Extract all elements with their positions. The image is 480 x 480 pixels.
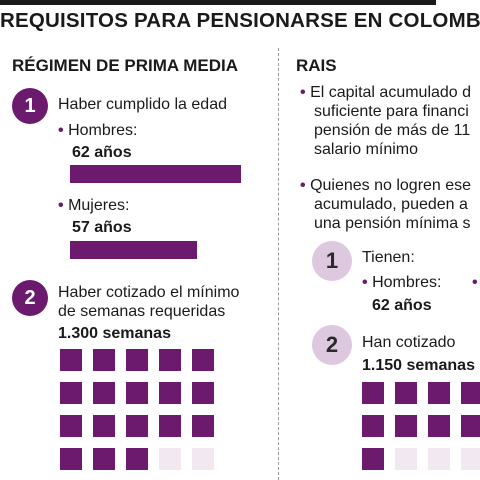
week-square (192, 448, 214, 470)
men-label: Hombres: (68, 122, 138, 139)
req1-text: Haber cumplido la edad (58, 96, 227, 113)
req2-text-line1: Haber cotizado el mínimo (58, 284, 240, 301)
week-square (428, 415, 450, 437)
top-rule (0, 0, 436, 5)
rais-men-label: Hombres: (372, 274, 442, 291)
bullet-icon: • (58, 122, 64, 139)
women-age-bar (70, 241, 197, 259)
rais-weeks-value: 1.150 semanas (362, 357, 475, 374)
week-square (362, 415, 384, 437)
week-square (60, 382, 82, 404)
week-square (93, 382, 115, 404)
week-square (395, 415, 417, 437)
right-heading: RAIS (296, 56, 337, 75)
rais-bullet-2-line3: una pensión mínima s (314, 215, 471, 232)
week-square (60, 415, 82, 437)
left-heading: RÉGIMEN DE PRIMA MEDIA (12, 56, 239, 75)
req2-text-line2: de semanas requeridas (58, 303, 226, 320)
week-square (159, 415, 181, 437)
rais-bullet-2-line2: acumulado, pueden a (314, 196, 468, 213)
men-age-bar (70, 165, 241, 183)
women-label: Mujeres: (68, 197, 130, 214)
rais-step-2-circle: 2 (312, 325, 352, 365)
rais-bullet-2-line1: Quienes no logren ese (310, 177, 472, 194)
week-square (461, 382, 480, 404)
week-square (93, 349, 115, 371)
week-square (461, 415, 480, 437)
men-value: 62 años (72, 144, 132, 161)
rais-req2-text: Han cotizado (362, 334, 456, 351)
rais-bullet-1-line2: suficiente para financi (314, 103, 469, 120)
bullet-icon: • (472, 274, 478, 291)
rais-bullet-2: • Quienes no logren ese (300, 176, 471, 196)
bullet-icon: • (58, 197, 64, 214)
week-square (428, 448, 450, 470)
rais-bullet-1-line3: pensión de más de 11 (314, 122, 471, 139)
women-row: • Mujeres: (58, 196, 129, 216)
main-title: REQUISITOS PARA PENSIONARSE EN COLOMBIA (0, 9, 480, 32)
rais-bullet-1-line1: El capital acumulado d (310, 84, 472, 101)
week-square (192, 415, 214, 437)
week-square (93, 448, 115, 470)
bullet-icon: • (300, 177, 306, 194)
weeks-value: 1.300 semanas (58, 325, 171, 342)
bullet-icon: • (300, 84, 306, 101)
week-square (126, 448, 148, 470)
week-square (395, 448, 417, 470)
week-square (93, 415, 115, 437)
step-1-number: 1 (24, 94, 36, 117)
step-1-circle: 1 (12, 88, 48, 124)
week-square (428, 382, 450, 404)
week-square (60, 349, 82, 371)
rais-step-1-number: 1 (325, 248, 339, 273)
rais-men-value: 62 años (372, 297, 432, 314)
step-2-circle: 2 (12, 280, 48, 316)
rais-bullet-1-line4: salario mínimo (314, 141, 419, 158)
week-square (159, 448, 181, 470)
rais-bullet-1: • El capital acumulado d (300, 83, 471, 103)
men-row: • Hombres: (58, 121, 137, 141)
week-square (126, 349, 148, 371)
step-2-number: 2 (24, 286, 36, 309)
rais-men-row: • Hombres: (362, 273, 441, 293)
week-square (395, 382, 417, 404)
week-square (126, 382, 148, 404)
rais-req1-text: Tienen: (362, 249, 415, 266)
bullet-icon: • (362, 274, 368, 291)
right-column: RAIS • El capital acumulado d suficiente… (290, 0, 480, 480)
week-square (126, 415, 148, 437)
column-divider (278, 48, 279, 480)
rais-step-2-number: 2 (325, 332, 339, 357)
week-square (461, 448, 480, 470)
rais-step-1-circle: 1 (312, 241, 352, 281)
week-square (362, 382, 384, 404)
week-square (159, 382, 181, 404)
week-square (192, 349, 214, 371)
week-square (362, 448, 384, 470)
week-square (192, 382, 214, 404)
women-value: 57 años (72, 219, 132, 236)
week-square (60, 448, 82, 470)
week-square (159, 349, 181, 371)
